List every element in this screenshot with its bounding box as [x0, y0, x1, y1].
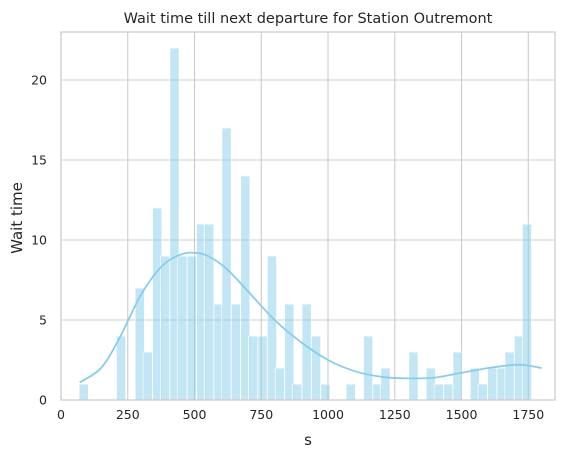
histogram-bar — [452, 351, 463, 401]
histogram-bar — [204, 223, 215, 401]
histogram-bar — [301, 303, 312, 401]
y-tick-label: 20 — [31, 73, 47, 88]
x-tick-label: 1000 — [312, 407, 344, 422]
histogram-bar — [521, 223, 533, 401]
histogram-bar — [345, 383, 356, 401]
histogram-bar — [363, 335, 374, 401]
histogram-bar — [487, 367, 498, 401]
y-tick-label: 0 — [39, 393, 47, 408]
y-tick-label: 15 — [31, 153, 47, 168]
kde-layer — [79, 251, 542, 384]
x-tick-label: 0 — [57, 407, 65, 422]
histogram-bar — [274, 367, 286, 401]
histogram-bar — [160, 255, 171, 401]
histogram-bar — [320, 383, 331, 401]
histogram-bar — [78, 383, 89, 401]
x-tick-label: 500 — [183, 407, 207, 422]
histogram-bar — [230, 303, 241, 401]
x-tick-label: 250 — [116, 407, 140, 422]
histogram-bar — [443, 383, 454, 401]
histogram-bar — [310, 335, 322, 401]
y-tick-label: 10 — [31, 233, 47, 248]
histogram-bar — [504, 351, 515, 401]
histogram-bar — [116, 335, 127, 401]
chart-title: Wait time till next departure for Statio… — [124, 11, 493, 27]
plot-frame — [60, 31, 556, 401]
histogram-bar — [380, 367, 391, 401]
histogram-bar — [221, 127, 232, 401]
histogram-bar — [477, 383, 488, 401]
x-tick-label: 1250 — [379, 407, 411, 422]
x-axis-label: s — [304, 431, 312, 449]
y-axis-label: Wait time — [8, 182, 26, 254]
kde-curve — [79, 251, 542, 384]
tick-label-layer: 0 250 500 750 1000 1250 1500 1750 0 5 10 15 20 — [31, 73, 544, 423]
x-tick-label: 1750 — [512, 407, 544, 422]
x-tick-label: 1500 — [446, 407, 478, 422]
histogram-bar — [408, 351, 419, 401]
histogram-bar — [433, 383, 444, 401]
y-tick-label: 5 — [39, 313, 47, 328]
histogram-bar — [142, 351, 153, 401]
histogram-bar — [292, 383, 303, 401]
histogram-bar — [248, 335, 259, 401]
histogram-bar — [257, 335, 268, 401]
x-tick-label: 750 — [249, 407, 273, 422]
histogram-bar — [177, 255, 188, 401]
histogram-bar — [186, 255, 197, 401]
